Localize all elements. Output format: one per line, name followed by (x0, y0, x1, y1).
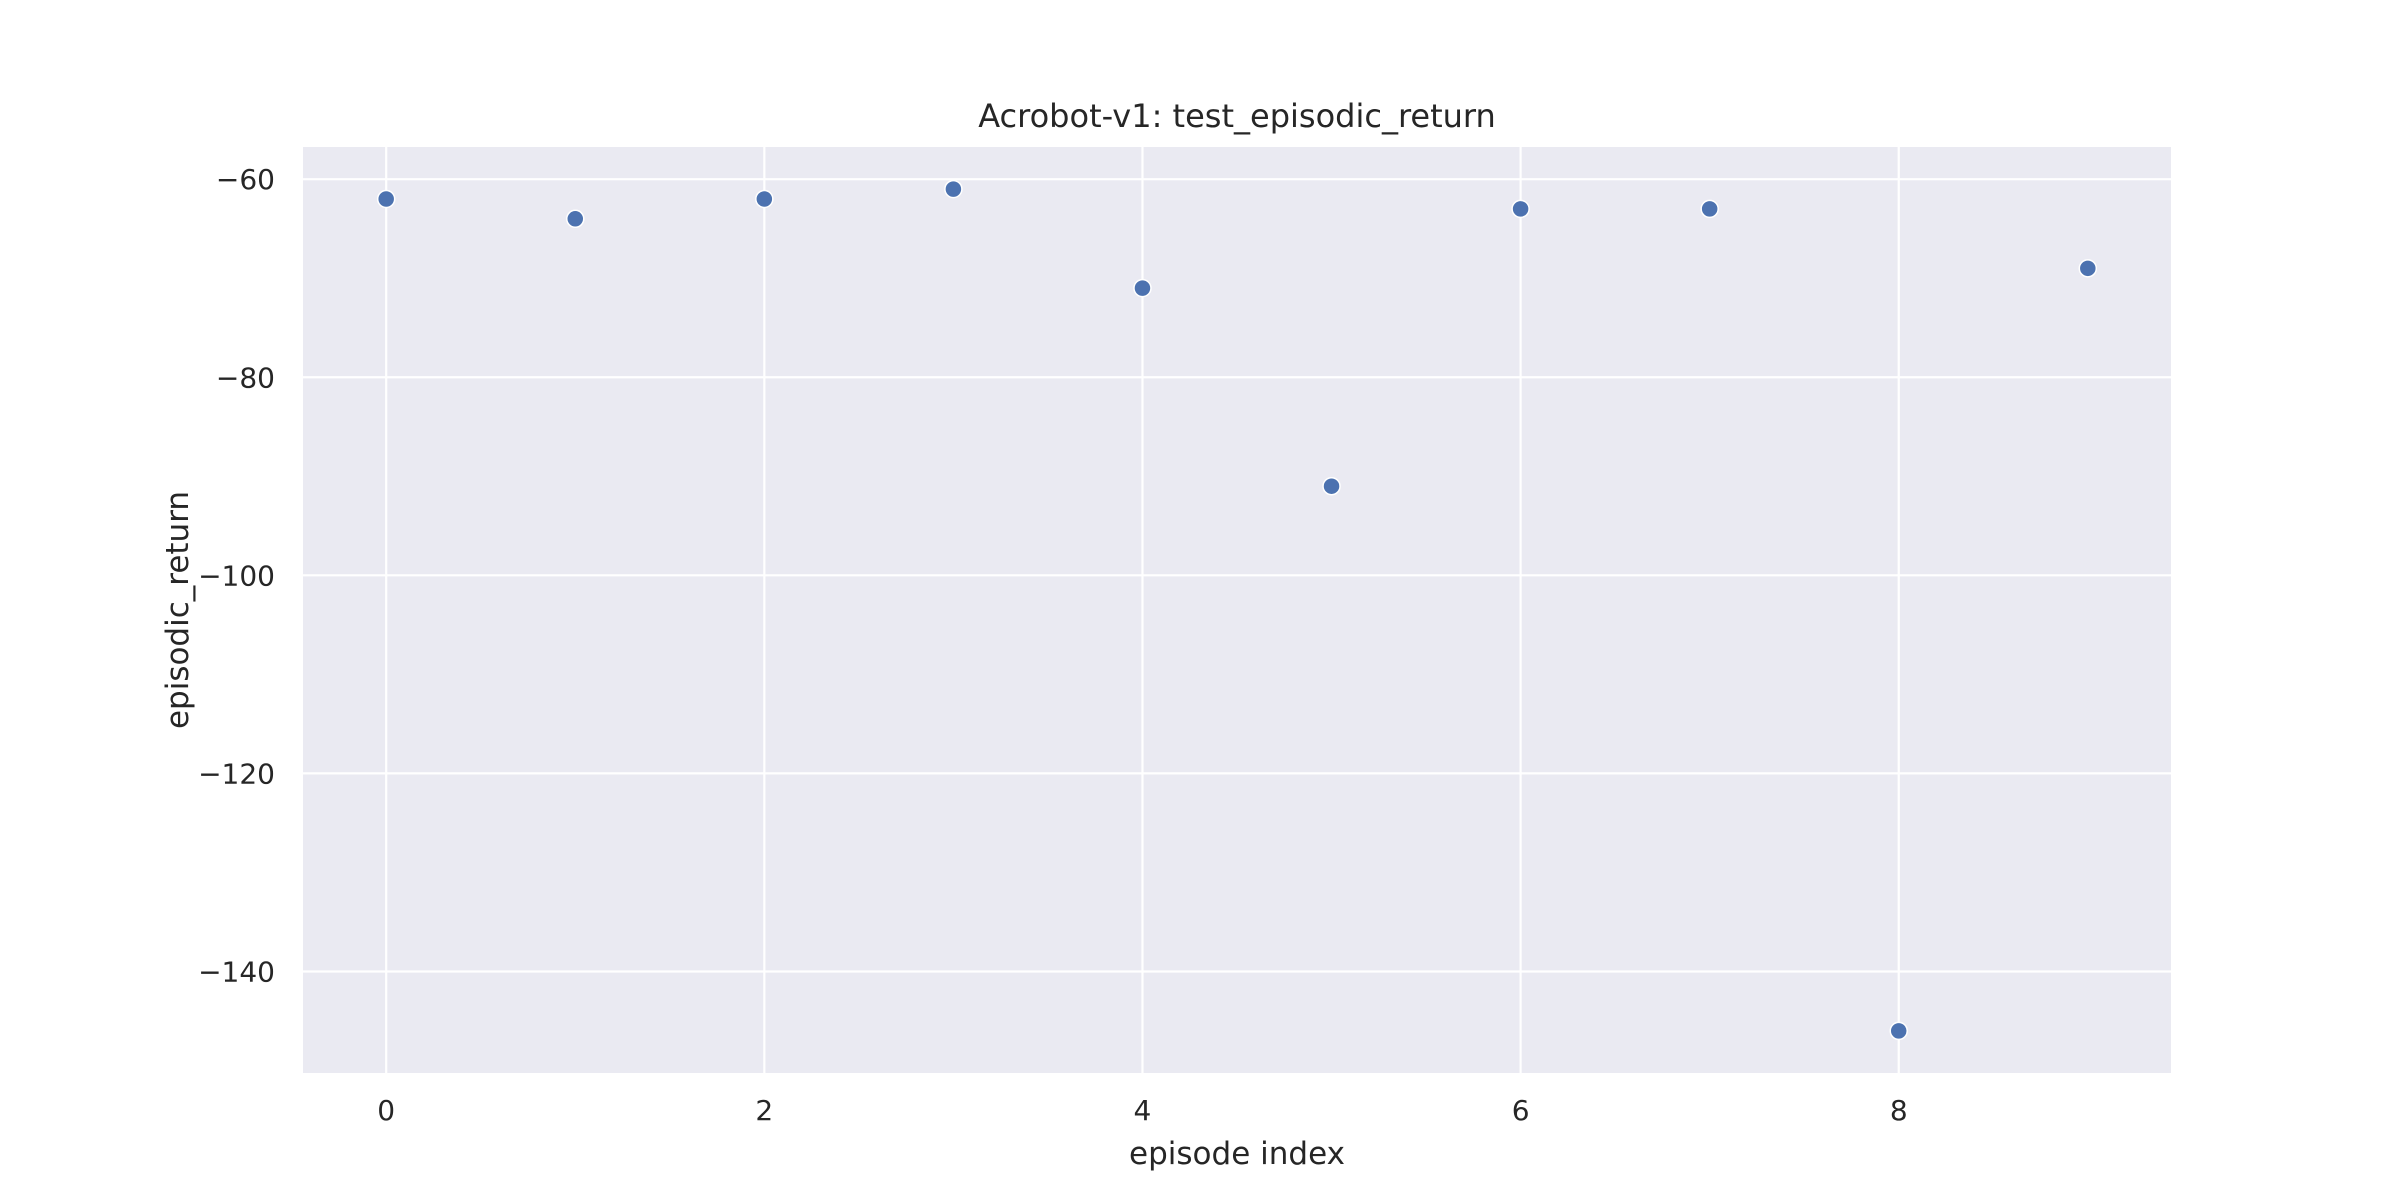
data-point (1322, 476, 1341, 496)
y-tick-label: −60 (216, 163, 275, 196)
data-point (566, 209, 585, 229)
data-point (1511, 199, 1530, 219)
x-tick-label: 8 (1890, 1094, 1908, 1127)
x-axis-title: episode index (1129, 1136, 1345, 1172)
chart-title: Acrobot-v1: test_episodic_return (978, 97, 1496, 135)
data-point (376, 189, 396, 209)
x-tick-label: 2 (755, 1094, 773, 1127)
data-points (376, 179, 2098, 1041)
y-tick-label: −120 (198, 757, 275, 790)
x-tick-label: 0 (377, 1094, 395, 1127)
data-point (755, 189, 774, 209)
data-point (2078, 259, 2098, 278)
grid-lines (303, 147, 2171, 1073)
plot-area (303, 147, 2171, 1073)
x-tick-label: 6 (1512, 1094, 1530, 1127)
data-point (1700, 199, 1719, 219)
y-axis-title: episodic_return (160, 491, 196, 729)
data-point (1889, 1021, 1908, 1041)
y-tick-label: −100 (198, 559, 275, 592)
y-tick-label: −140 (198, 955, 275, 988)
x-tick-labels: 0 2 4 6 8 (377, 1094, 1907, 1127)
y-tick-label: −80 (216, 361, 275, 394)
y-tick-labels: −60 −80 −100 −120 −140 (198, 163, 275, 988)
data-point (944, 179, 963, 199)
x-tick-label: 4 (1134, 1094, 1152, 1127)
data-point (1133, 278, 1152, 298)
